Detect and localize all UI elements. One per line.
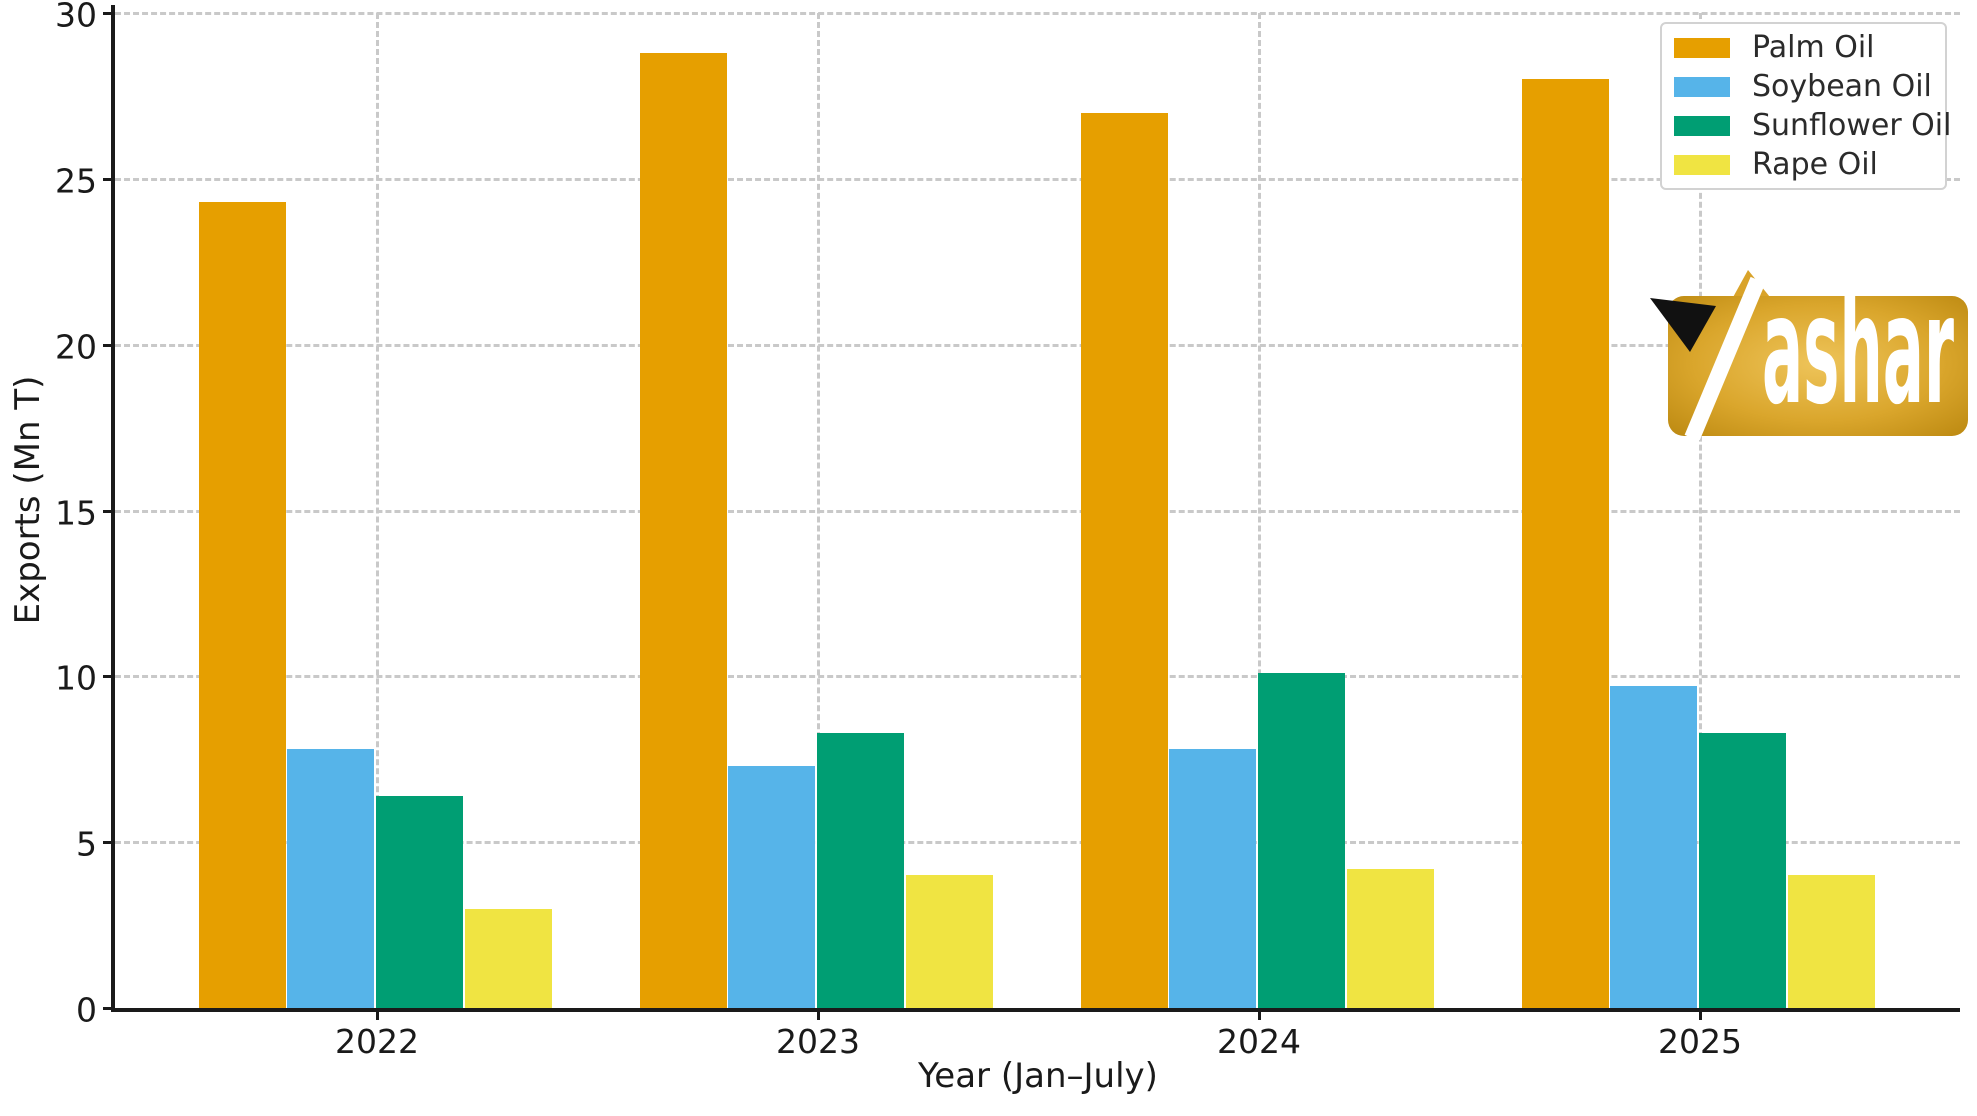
y-tick-mark [103,177,115,181]
h-gridline [115,177,1960,181]
y-tick-label: 0 [76,990,97,1030]
y-tick-mark [103,509,115,513]
y-tick-label: 30 [55,0,97,35]
bar-palm-oil-2025 [1522,79,1609,1008]
v-gridline [817,13,820,1008]
h-gridline [115,509,1960,513]
bar-rape-oil-2023 [906,875,993,1008]
x-tick-label: 2023 [776,1022,860,1061]
y-tick-label: 10 [55,658,97,698]
bar-rape-oil-2024 [1347,868,1434,1008]
y-tick-mark [103,12,115,15]
y-tick-mark [103,343,115,347]
legend-item: Soybean Oil [1662,69,1945,104]
logo-brand-text: ashar [1762,264,1954,438]
legend-item: Rape Oil [1662,147,1945,182]
bar-soybean-oil-2025 [1610,686,1697,1008]
x-tick-label: 2025 [1658,1022,1742,1061]
x-tick-mark [1258,1008,1261,1020]
legend-item: Sunflower Oil [1662,108,1951,143]
bar-palm-oil-2024 [1081,112,1168,1008]
legend-swatch-icon [1674,76,1730,97]
x-axis-title: Year (Jan–July) [918,1056,1158,1096]
x-tick-mark [376,1008,379,1020]
y-tick-label: 20 [55,327,97,367]
bar-soybean-oil-2022 [287,749,374,1008]
yashar-logo: ashar [1650,264,1968,440]
x-tick-mark [1699,1008,1702,1020]
h-gridline [115,841,1960,845]
bar-soybean-oil-2023 [728,765,815,1008]
x-tick-mark [817,1008,820,1020]
bar-rape-oil-2025 [1788,875,1875,1008]
legend-item: Palm Oil [1662,30,1945,65]
logo-y-stroke [1684,276,1766,440]
x-tick-label: 2022 [335,1022,419,1061]
legend-label: Soybean Oil [1752,69,1932,104]
y-tick-label: 25 [55,161,97,201]
legend-swatch-icon [1674,37,1730,58]
y-tick-label: 15 [55,493,97,532]
x-axis-spine [111,1008,1960,1012]
legend: Palm Oil Soybean Oil Sunflower Oil Rape Oil [1660,22,1951,190]
y-axis-spine [111,5,115,1012]
v-gridline [376,13,379,1008]
bar-sunflower-oil-2022 [376,795,463,1008]
bar-palm-oil-2022 [199,202,286,1008]
bar-soybean-oil-2024 [1169,749,1256,1008]
x-tick-label: 2024 [1217,1022,1301,1061]
h-gridline [115,343,1960,347]
v-gridline [1699,13,1702,1008]
y-tick-label: 5 [76,824,97,864]
h-gridline [115,12,1960,15]
y-tick-mark [103,1007,115,1010]
legend-label: Rape Oil [1752,147,1878,182]
legend-label: Sunflower Oil [1752,108,1952,143]
bar-sunflower-oil-2024 [1258,673,1345,1008]
y-tick-mark [103,675,115,679]
y-axis-title: Exports (Mn T) [8,375,48,625]
legend-label: Palm Oil [1752,30,1875,65]
y-tick-mark [103,841,115,845]
bar-palm-oil-2023 [640,52,727,1008]
bar-sunflower-oil-2025 [1699,732,1786,1008]
legend-swatch-icon [1674,154,1730,175]
legend-swatch-icon [1674,115,1730,136]
v-gridline [1258,13,1261,1008]
bar-sunflower-oil-2023 [817,732,904,1008]
logo-y-triangle-icon [1650,298,1716,352]
bar-rape-oil-2022 [465,908,552,1008]
h-gridline [115,675,1960,679]
